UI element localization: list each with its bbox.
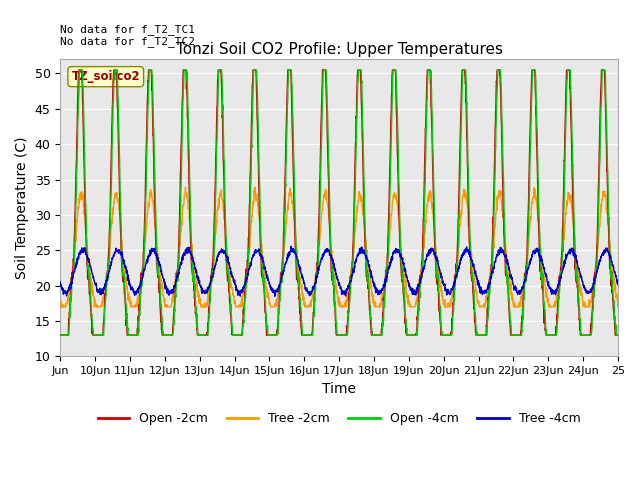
Text: No data for f_T2_TC1
No data for f_T2_TC2: No data for f_T2_TC1 No data for f_T2_TC… (60, 24, 195, 47)
Legend: Open -2cm, Tree -2cm, Open -4cm, Tree -4cm: Open -2cm, Tree -2cm, Open -4cm, Tree -4… (93, 407, 586, 430)
Y-axis label: Soil Temperature (C): Soil Temperature (C) (15, 137, 29, 279)
X-axis label: Time: Time (322, 382, 356, 396)
Text: TZ_soilco2: TZ_soilco2 (72, 70, 140, 83)
Title: Tonzi Soil CO2 Profile: Upper Temperatures: Tonzi Soil CO2 Profile: Upper Temperatur… (175, 42, 502, 57)
